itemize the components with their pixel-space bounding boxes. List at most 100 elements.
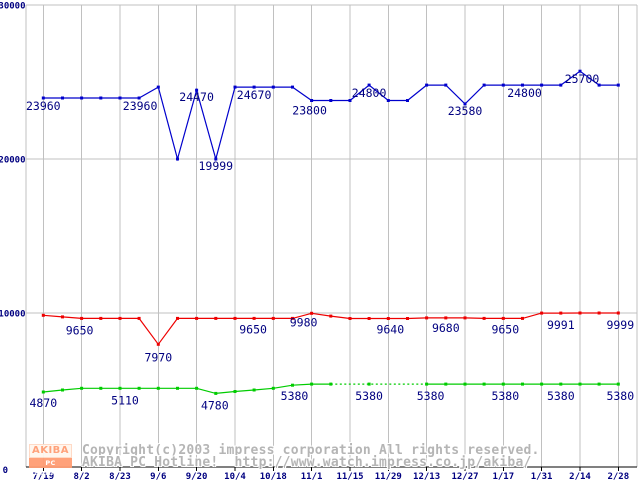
green-series-marker (616, 382, 620, 386)
y-axis-label: 10000 (0, 310, 26, 320)
red-series-marker (348, 317, 352, 320)
value-label: 4870 (29, 396, 57, 410)
value-label: 9650 (239, 322, 267, 336)
value-label: 5380 (547, 389, 575, 403)
value-label: 5380 (417, 389, 445, 403)
blue-series-marker (329, 99, 333, 102)
red-series-marker (118, 316, 122, 320)
red-series-marker (386, 317, 390, 320)
x-axis-label: 9/6 (150, 472, 166, 480)
blue-series-marker (137, 96, 141, 100)
value-label: 25700 (565, 72, 600, 86)
x-axis-label: 1/31 (531, 472, 553, 480)
green-series-marker (137, 386, 141, 390)
green-series-marker (195, 386, 199, 390)
red-series-marker (252, 316, 256, 320)
green-series-marker (367, 382, 371, 386)
x-axis-label: 2/14 (569, 472, 591, 480)
blue-series-marker (501, 83, 505, 87)
x-axis-label: 7/19 (32, 472, 54, 480)
red-series-marker (291, 316, 294, 320)
red-series-marker (80, 316, 84, 320)
green-series-marker (176, 386, 179, 390)
red-series-marker (616, 311, 620, 315)
logo-akiba-text: AKIBA (29, 444, 72, 458)
green-series-marker (444, 382, 448, 386)
x-axis-label: 12/27 (451, 472, 478, 480)
blue-series-marker (156, 85, 160, 89)
green-series-marker (521, 382, 524, 386)
value-label: 19999 (198, 159, 233, 173)
red-series-marker (463, 316, 467, 320)
green-series-marker (252, 388, 256, 392)
value-label: 4780 (201, 398, 229, 412)
blue-series-marker (176, 157, 179, 161)
red-series-marker (233, 316, 237, 320)
y-axis-label: 30000 (0, 2, 26, 12)
y-axis-label: 20000 (0, 156, 26, 166)
value-label: 5380 (491, 389, 519, 403)
red-series-marker (195, 316, 199, 320)
value-label: 23960 (26, 99, 61, 113)
red-series-marker (406, 317, 409, 320)
value-label: 5110 (111, 393, 139, 407)
blue-series-marker (99, 96, 103, 100)
copyright-line: Copyright(c)2003 impress corporation All… (82, 443, 540, 458)
green-series-marker (463, 382, 467, 386)
blue-series-marker (406, 99, 409, 102)
green-series-marker (578, 382, 582, 386)
red-series-marker (521, 316, 524, 320)
value-label: 5380 (606, 389, 634, 403)
blue-series-marker (386, 99, 390, 102)
blue-series-marker (597, 83, 601, 87)
value-label: 24470 (179, 90, 214, 104)
blue-series-line (43, 70, 619, 162)
value-label: 7970 (144, 350, 172, 364)
y-axis-label: 0 (3, 466, 8, 476)
value-label: 24800 (352, 86, 387, 100)
green-series-marker (41, 390, 45, 394)
value-label: 9680 (432, 321, 460, 335)
blue-series-marker (214, 157, 218, 161)
blue-series-marker (482, 83, 486, 87)
red-series-marker (271, 316, 275, 320)
blue-series-marker (559, 83, 563, 87)
red-series-marker (176, 316, 179, 320)
blue-series-marker (118, 96, 122, 100)
green-series-marker (214, 391, 218, 395)
green-series-marker (425, 382, 429, 386)
blue-series-marker (540, 83, 544, 87)
value-label: 23960 (123, 99, 158, 113)
value-label: 9991 (547, 318, 575, 332)
green-series-marker (156, 386, 160, 390)
x-axis-label: 2/28 (607, 472, 629, 480)
red-series-marker (540, 311, 544, 315)
red-series-marker (99, 316, 103, 320)
blue-series-marker (444, 83, 448, 87)
x-axis-label: 12/13 (413, 472, 440, 480)
value-label: 5380 (281, 389, 309, 403)
blue-series-marker (521, 83, 524, 87)
red-series-marker (214, 316, 218, 320)
blue-series-marker (271, 85, 275, 89)
x-axis-label: 10/18 (260, 472, 287, 480)
red-series-marker (482, 316, 486, 320)
blue-series-marker (463, 102, 467, 106)
green-series-marker (291, 383, 294, 387)
red-series-marker (578, 311, 582, 315)
green-series-line (43, 383, 331, 395)
red-series-marker (597, 311, 601, 315)
value-label: 9640 (376, 323, 404, 337)
x-axis-label: 11/15 (336, 472, 363, 480)
blue-series-marker (252, 85, 256, 89)
red-series-marker (559, 311, 563, 315)
green-series-marker (233, 390, 237, 393)
red-series-marker (310, 311, 314, 315)
red-series-marker (367, 317, 371, 320)
red-series-marker (501, 316, 505, 320)
value-label: 23580 (448, 104, 483, 118)
blue-series-marker (310, 99, 314, 102)
value-label: 9650 (491, 322, 519, 336)
value-label: 9999 (606, 318, 634, 332)
